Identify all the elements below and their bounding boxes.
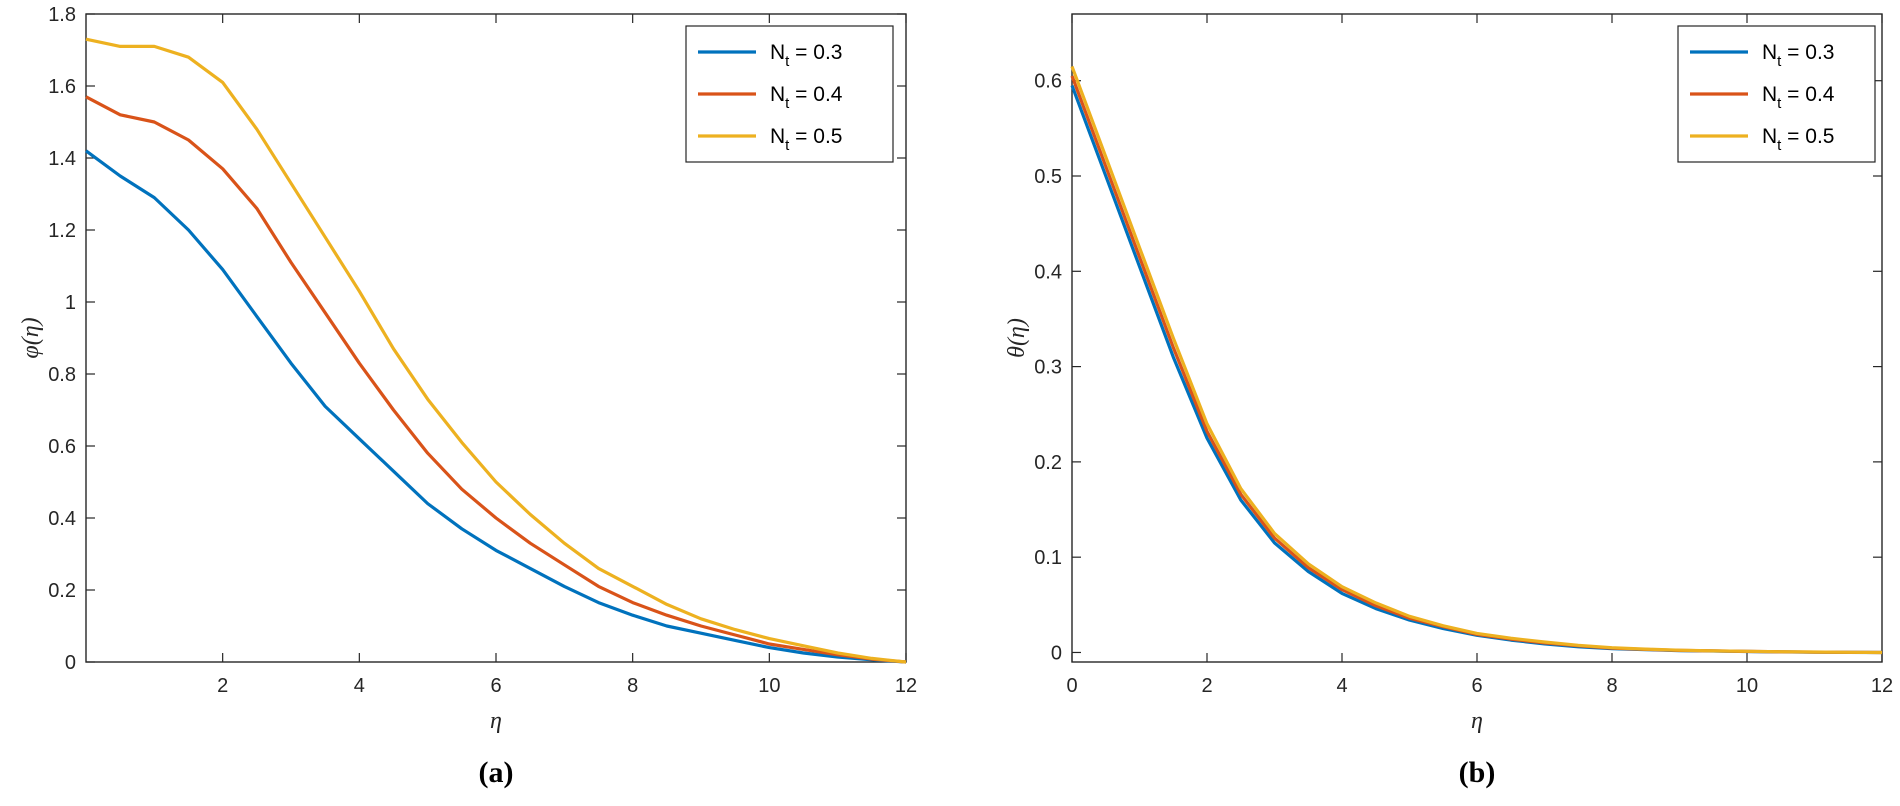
y-tick-label: 0.4	[48, 508, 76, 530]
legend: Nt = 0.3 Nt = 0.4 Nt = 0.5	[685, 25, 894, 163]
y-tick-label: 0.3	[1034, 357, 1062, 379]
y-tick-label: 0.5	[1034, 166, 1062, 188]
series-line-1	[85, 149, 907, 664]
legend-label: Nt = 0.3	[1762, 41, 1834, 70]
y-tick-label: 0.8	[48, 364, 76, 386]
x-axis-label: η	[1471, 708, 1483, 734]
x-tick-label: 0	[1066, 675, 1077, 697]
y-tick-label: 0.6	[1034, 71, 1062, 93]
x-tick-label: 4	[1336, 675, 1347, 697]
y-tick-label: 1.6	[48, 76, 76, 98]
y-tick-label: 0.4	[1034, 261, 1062, 283]
y-tick-label: 1.8	[48, 4, 76, 26]
panel-caption: (a)	[479, 756, 514, 789]
legend-label: Nt = 0.3	[770, 41, 842, 70]
series-line-3	[1070, 65, 1883, 655]
chart-panel-a: 2 4 6 8 10 12 0 0.2 0.4 0.6 0.8 1 1.2 1.4 1.6 1.8 η φ(η) N…	[18, 4, 917, 789]
y-axis-label: θ(η)	[1004, 318, 1030, 358]
legend-label: Nt = 0.4	[1762, 83, 1835, 112]
legend-label: Nt = 0.5	[770, 125, 842, 154]
x-tick-label: 10	[1736, 675, 1758, 697]
y-tick-label: 0.2	[48, 580, 76, 602]
x-tick-label: 2	[1201, 675, 1212, 697]
x-tick-label: 8	[1606, 675, 1617, 697]
legend: Nt = 0.3 Nt = 0.4 Nt = 0.5	[1677, 25, 1876, 163]
y-tick-label: 0.2	[1034, 452, 1062, 474]
x-tick-label: 8	[627, 675, 638, 697]
y-tick-label: 0	[1051, 642, 1062, 664]
legend-label: Nt = 0.5	[1762, 125, 1834, 154]
y-tick-label: 0	[65, 652, 76, 674]
series-line-3	[85, 37, 907, 664]
x-axis-label: η	[490, 708, 502, 734]
y-tick-label: 0.6	[48, 436, 76, 458]
y-axis-label: φ(η)	[18, 317, 44, 358]
panel-caption: (b)	[1459, 756, 1496, 789]
x-tick-label: 6	[490, 675, 501, 697]
x-tick-label: 2	[217, 675, 228, 697]
x-tick-label: 10	[758, 675, 780, 697]
y-tick-label: 1.2	[48, 220, 76, 242]
x-tick-label: 4	[354, 675, 365, 697]
legend-label: Nt = 0.4	[770, 83, 843, 112]
chart-panel-b: 0 2 4 6 8 10 12 0 0.1 0.2 0.3 0.4 0.5 0.6 η θ(η) Nt = 0.…	[1004, 13, 1893, 789]
series-line-2	[85, 95, 907, 664]
x-tick-label: 12	[895, 675, 917, 697]
y-tick-label: 1.4	[48, 148, 76, 170]
x-tick-label: 12	[1871, 675, 1893, 697]
x-tick-label: 6	[1471, 675, 1482, 697]
y-tick-label: 1	[65, 292, 76, 314]
y-tick-label: 0.1	[1034, 547, 1062, 569]
